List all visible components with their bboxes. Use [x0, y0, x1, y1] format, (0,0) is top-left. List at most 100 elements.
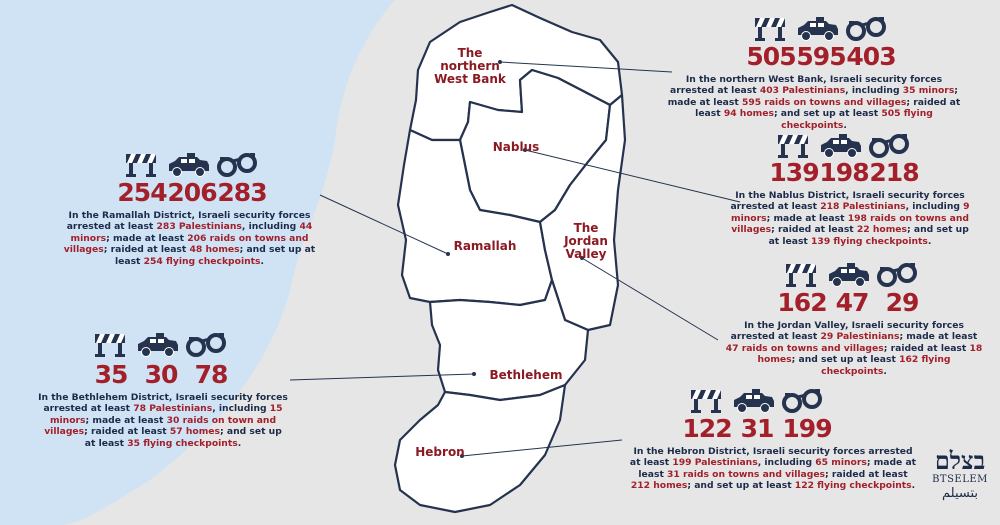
region-label-jordan: The Jordan Valley	[564, 221, 608, 261]
highlight-text: 57 homes	[169, 426, 220, 438]
leader-line-ramallah	[319, 194, 449, 255]
body-text: ; and set up at least	[687, 480, 795, 492]
highlight-text: 22 homes	[856, 224, 907, 236]
panel-hebron-icons	[682, 384, 826, 414]
highlight-text: 162 flying checkpoints	[821, 354, 951, 377]
highlight-text: 198 raids on towns and villages	[731, 212, 969, 236]
point-bethlehem	[472, 372, 476, 376]
body-text: ; and set up at least	[115, 244, 316, 267]
body-text: , including	[845, 85, 903, 97]
checkpoint-barrier-icon	[117, 148, 165, 178]
arrests-count: 218	[869, 158, 919, 187]
body-text: ; made at least	[106, 232, 188, 244]
highlight-text: 48 homes	[189, 244, 240, 256]
arrests-count: 78	[194, 360, 229, 389]
highlight-text: 206 raids on towns and villages	[63, 232, 309, 256]
handcuffs-icon	[842, 12, 890, 42]
body-text: In the Hebron District, Israeli security…	[629, 446, 913, 469]
body-text: , including	[757, 457, 816, 469]
raids-count: 30	[144, 360, 179, 389]
panel-northern-icons	[746, 12, 890, 42]
highlight-text: 18 homes	[757, 342, 983, 366]
btselem-logo: בצלם BTSELEM بتسيلم	[928, 448, 992, 502]
body-text: ; raided at least	[825, 468, 908, 480]
highlight-text: 283 Palestinians	[156, 221, 242, 233]
arrests-count: 403	[846, 42, 896, 71]
body-text: In the Nablus District, Israeli security…	[730, 190, 965, 213]
highlight-text: 212 homes	[630, 480, 688, 492]
body-text: ; raided at least	[695, 96, 961, 120]
checkpoint-barrier-icon	[777, 258, 825, 288]
raids-count: 595	[796, 42, 846, 71]
body-text: In the northern West Bank, Israeli secur…	[670, 74, 943, 97]
body-text: ; made at least	[766, 212, 848, 224]
panel-bethlehem-numbers: 35 30 78	[86, 360, 236, 389]
panel-hebron-numbers: 122 31 199	[682, 414, 832, 443]
highlight-text: 505 flying checkpoints	[781, 108, 933, 131]
highlight-text: 29 Palestinians	[820, 331, 900, 343]
logo-arabic: بتسيلم	[941, 486, 979, 501]
highlight-text: 403 Palestinians	[759, 85, 846, 97]
checkpoints-count: 505	[746, 42, 796, 71]
highlight-text: 15 minors	[49, 403, 283, 426]
connector-points	[446, 60, 584, 458]
body-text: In the Ramallah District, Israeli securi…	[66, 210, 311, 233]
highlight-text: 122 flying checkpoints	[794, 480, 912, 492]
panel-northern-description: In the northern West Bank, Israeli secur…	[664, 74, 964, 131]
region-label-nablus: Nablus	[492, 140, 540, 154]
region-label-hebron: Hebron	[415, 445, 465, 459]
checkpoint-barrier-icon	[86, 328, 134, 358]
checkpoint-barrier-icon	[682, 384, 730, 414]
body-text: ; and set up at least	[768, 224, 969, 247]
highlight-text: 35 minors	[902, 85, 955, 97]
panel-ramallah-description: In the Ramallah District, Israeli securi…	[62, 210, 317, 267]
leader-line-nablus	[524, 149, 741, 203]
logo-hebrew: בצלם	[934, 446, 986, 475]
highlight-text: 35 flying checkpoints	[127, 437, 238, 449]
highlight-text: 595 raids on towns and villages	[741, 96, 907, 108]
body-text: ; made at least	[667, 85, 958, 108]
body-text: , including	[212, 403, 270, 415]
body-text: ; raided at least	[103, 244, 190, 256]
point-nablus	[523, 148, 527, 152]
checkpoint-barrier-icon	[769, 129, 817, 159]
body-text: .	[911, 480, 916, 492]
region-label-bethlehem: Bethlehem	[489, 368, 563, 382]
leader-line-jordan	[581, 257, 719, 341]
military-vehicle-icon	[730, 384, 778, 414]
highlight-text: 94 homes	[723, 108, 774, 120]
arrests-count: 283	[217, 178, 267, 207]
panel-nablus-icons	[769, 129, 913, 159]
region-label-ramallah: Ramallah	[453, 239, 517, 253]
raids-count: 206	[167, 178, 217, 207]
highlight-text: 139 flying checkpoints	[811, 235, 928, 247]
panel-jordan-description: In the Jordan Valley, Israeli security f…	[724, 320, 984, 377]
military-vehicle-icon	[794, 12, 842, 42]
checkpoints-count: 254	[117, 178, 167, 207]
raids-count: 198	[819, 158, 869, 187]
body-text: ; and set up at least	[84, 426, 282, 449]
military-vehicle-icon	[825, 258, 873, 288]
panel-nablus-description: In the Nablus District, Israeli security…	[730, 190, 970, 247]
body-text: , including	[241, 221, 300, 233]
raids-count: 47	[835, 288, 870, 317]
point-hebron	[460, 454, 464, 458]
checkpoint-barrier-icon	[746, 12, 794, 42]
handcuffs-icon	[865, 129, 913, 159]
body-text: .	[843, 119, 847, 131]
highlight-text: 9 minors	[731, 201, 970, 224]
highlight-text: 218 Palestinians	[820, 201, 906, 213]
region-hebron	[393, 383, 567, 514]
handcuffs-icon	[213, 148, 261, 178]
body-text: ; made at least	[638, 457, 917, 480]
panel-nablus-numbers: 139 198 218	[769, 158, 919, 187]
raids-count: 31	[740, 414, 775, 443]
panel-bethlehem-description: In the Bethlehem District, Israeli secur…	[38, 392, 288, 449]
highlight-text: 65 minors	[815, 457, 867, 469]
highlight-text: 254 flying checkpoints	[143, 255, 261, 267]
handcuffs-icon	[182, 328, 230, 358]
military-vehicle-icon	[165, 148, 213, 178]
panel-bethlehem-icons	[86, 328, 230, 358]
checkpoints-count: 35	[94, 360, 129, 389]
